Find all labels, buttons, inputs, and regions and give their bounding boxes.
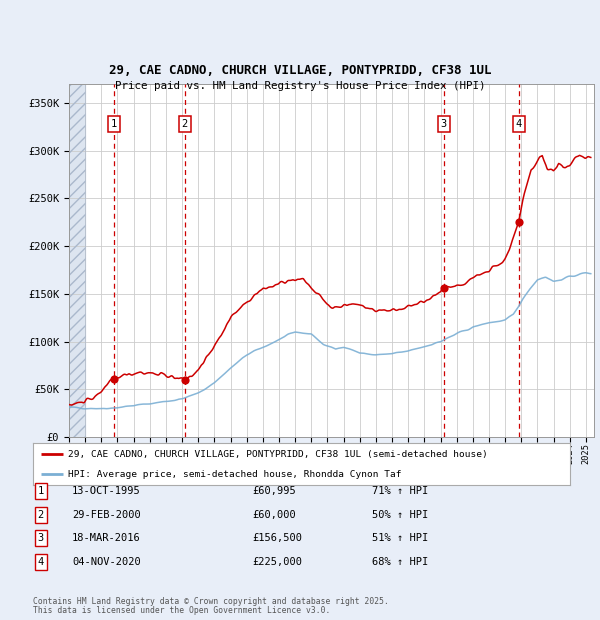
Text: 29, CAE CADNO, CHURCH VILLAGE, PONTYPRIDD, CF38 1UL: 29, CAE CADNO, CHURCH VILLAGE, PONTYPRID… (109, 64, 491, 77)
Text: 29-FEB-2000: 29-FEB-2000 (72, 510, 141, 520)
Text: 51% ↑ HPI: 51% ↑ HPI (372, 533, 428, 543)
Text: 18-MAR-2016: 18-MAR-2016 (72, 533, 141, 543)
Text: 68% ↑ HPI: 68% ↑ HPI (372, 557, 428, 567)
Point (514, 217, 524, 227)
Point (180, 375, 190, 385)
Text: 50% ↑ HPI: 50% ↑ HPI (372, 510, 428, 520)
Text: £60,000: £60,000 (252, 510, 296, 520)
Text: 04-NOV-2020: 04-NOV-2020 (72, 557, 141, 567)
Text: 29, CAE CADNO, CHURCH VILLAGE, PONTYPRIDD, CF38 1UL (semi-detached house): 29, CAE CADNO, CHURCH VILLAGE, PONTYPRID… (68, 450, 488, 459)
Text: 13-OCT-1995: 13-OCT-1995 (72, 486, 141, 496)
Point (439, 283, 449, 293)
Bar (69, 84, 85, 437)
Text: 4: 4 (38, 557, 44, 567)
Text: £225,000: £225,000 (252, 557, 302, 567)
Point (109, 374, 119, 384)
Text: 1: 1 (38, 486, 44, 496)
Text: £60,995: £60,995 (252, 486, 296, 496)
Text: 1: 1 (111, 119, 117, 130)
Text: 71% ↑ HPI: 71% ↑ HPI (372, 486, 428, 496)
Text: 2: 2 (38, 510, 44, 520)
Text: This data is licensed under the Open Government Licence v3.0.: This data is licensed under the Open Gov… (33, 606, 331, 615)
Text: 2: 2 (182, 119, 188, 130)
Bar (69, 84, 85, 437)
Text: £156,500: £156,500 (252, 533, 302, 543)
Text: Contains HM Land Registry data © Crown copyright and database right 2025.: Contains HM Land Registry data © Crown c… (33, 596, 389, 606)
Text: 3: 3 (441, 119, 447, 130)
Text: 3: 3 (38, 533, 44, 543)
Text: HPI: Average price, semi-detached house, Rhondda Cynon Taf: HPI: Average price, semi-detached house,… (68, 470, 401, 479)
Text: Price paid vs. HM Land Registry's House Price Index (HPI): Price paid vs. HM Land Registry's House … (115, 81, 485, 91)
Text: 4: 4 (515, 119, 522, 130)
